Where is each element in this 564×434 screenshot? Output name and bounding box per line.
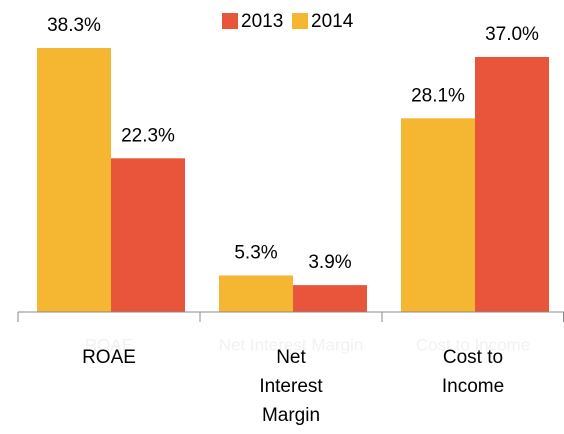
value-label: 3.9% (308, 252, 351, 273)
value-label: 5.3% (234, 242, 277, 263)
faint-category-label: ROAE (85, 335, 133, 354)
value-label: 37.0% (485, 24, 539, 45)
faint-category-label: Cost to Income (416, 335, 530, 354)
legend-label: 2014 (311, 11, 354, 32)
bar (475, 56, 549, 313)
legend-swatch (292, 13, 308, 29)
x-tick-label: ROAE (82, 347, 136, 368)
legend-label: 2013 (241, 11, 283, 32)
x-tick-label: Cost to Income (442, 347, 504, 397)
value-label: 38.3% (47, 15, 101, 36)
faint-category-label: Net Interest Margin (219, 335, 364, 354)
legend-swatch (222, 13, 238, 29)
bar (401, 118, 475, 312)
value-label: 22.3% (121, 125, 175, 146)
bar (293, 285, 367, 312)
bar (219, 275, 293, 312)
value-label: 28.1% (411, 85, 465, 106)
bar (37, 48, 111, 312)
x-tick-label: Net Interest Margin (259, 347, 323, 426)
bar (111, 158, 185, 312)
